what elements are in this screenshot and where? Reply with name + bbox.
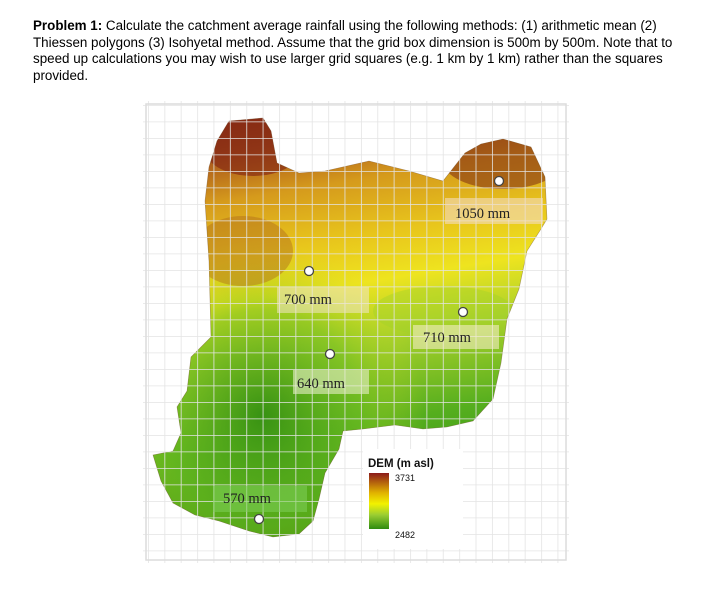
grid-overlay xyxy=(143,101,569,563)
gauge-700: 700 mm xyxy=(277,265,369,313)
gauge-label: 710 mm xyxy=(423,330,472,346)
gauge-label: 700 mm xyxy=(284,292,333,308)
rain-gauge-marker xyxy=(253,513,265,525)
legend-min: 2482 xyxy=(395,530,415,540)
catchment-map-figure: 1050 mm 700 mm 710 mm 640 mm 570 mm DEM … xyxy=(143,101,569,563)
gauge-570: 570 mm xyxy=(213,486,307,525)
rain-gauge-marker xyxy=(324,348,336,360)
gauge-640: 640 mm xyxy=(293,348,369,394)
problem-text: Calculate the catchment average rainfall… xyxy=(33,18,673,83)
problem-heading: Problem 1: xyxy=(33,18,103,33)
gauge-label: 570 mm xyxy=(223,491,272,507)
problem-statement: Problem 1: Calculate the catchment avera… xyxy=(33,18,683,84)
rain-gauge-marker xyxy=(457,306,469,318)
gauge-label: 640 mm xyxy=(297,376,346,392)
gauge-label: 1050 mm xyxy=(455,206,511,222)
legend-color-ramp xyxy=(369,473,389,529)
gauge-710: 710 mm xyxy=(413,306,499,349)
legend-title: DEM (m asl) xyxy=(368,458,434,470)
catchment-map: 1050 mm 700 mm 710 mm 640 mm 570 mm DEM … xyxy=(143,101,569,563)
legend-max: 3731 xyxy=(395,473,415,483)
rain-gauge-marker xyxy=(303,265,315,277)
gauge-1050: 1050 mm xyxy=(445,175,543,224)
dem-legend: DEM (m asl) 3731 2482 xyxy=(363,449,463,549)
rain-gauge-marker xyxy=(493,175,505,187)
